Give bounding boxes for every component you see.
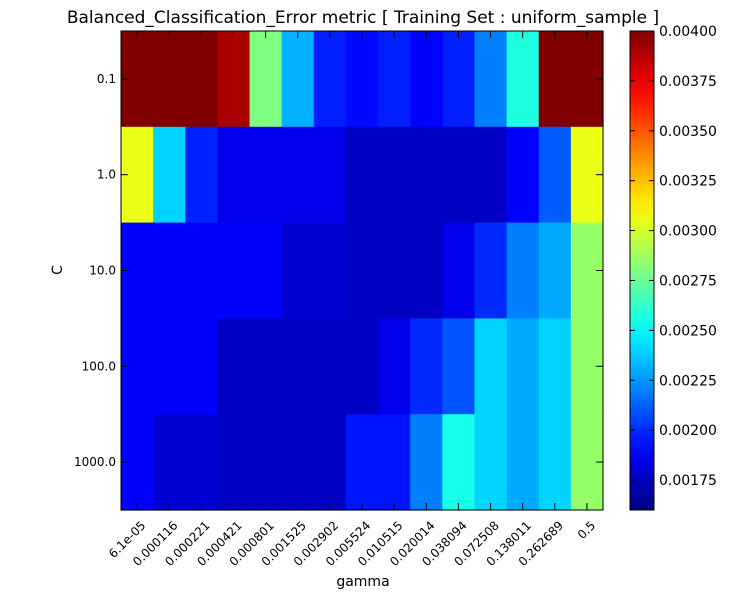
heatmap-cell [474,31,508,128]
colorbar-tick-label: 0.00350 [659,124,717,140]
heatmap-cell [281,31,315,128]
heatmap-cell [506,222,540,319]
heatmap-cell [345,222,379,319]
colorbar-tick-label: 0.00175 [659,473,717,489]
heatmap-cell [185,31,218,128]
heatmap-cell [474,414,508,511]
y-axis-ticks: 0.1 1.0 10.0 100.0 1000.0 [74,72,603,469]
heatmap-cell [474,126,508,224]
colorbar-tick-label: 0.00375 [659,74,717,90]
heatmap-cell [378,414,411,511]
heatmap-cell [249,318,283,415]
heatmap-cell [378,126,411,224]
heatmap-cell [474,222,508,319]
heatmap-cell [506,318,540,415]
y-tick-label: 100.0 [82,359,116,373]
colorbar [629,30,655,511]
heatmap-cell [217,318,251,415]
heatmap-cell [506,126,540,224]
heatmap-cell [281,222,315,319]
colorbar-tick-label: 0.00275 [659,273,717,289]
colorbar-tick-label: 0.00325 [659,174,717,190]
heatmap-cell [410,222,443,319]
heatmap-cell [313,222,347,319]
heatmap-cell [217,414,251,511]
heatmap-cell [153,31,186,128]
heatmap-cell [538,31,572,128]
heatmap-cell [313,31,347,128]
heatmap-cell [442,318,476,415]
heatmap-cell [249,222,283,319]
heatmap-cell [281,318,315,415]
heatmap-cell [410,318,443,415]
colorbar-ticks: 0.00175 0.00200 0.00225 0.00250 0.00275 0.003… [630,24,717,489]
heatmap-cell [538,318,572,415]
x-axis-label: gamma [336,574,389,590]
heatmap-cell [153,414,186,511]
heatmap-cell [153,126,186,224]
heatmap-cell [378,318,411,415]
heatmap-cell [217,31,251,128]
heatmap-cell [217,222,251,319]
heatmap-cell [217,126,251,224]
heatmap-cell [474,318,508,415]
y-tick-label: 0.1 [97,72,116,86]
y-tick-label: 10.0 [89,264,116,278]
heatmap-cell [185,126,218,224]
heatmap-cell [378,31,411,128]
heatmap-cell [281,414,315,511]
colorbar-tick-label: 0.00225 [659,373,717,389]
heatmap-cell [249,414,283,511]
heatmap-cell [442,31,476,128]
heatmap-cell [185,414,218,511]
heatmap-cell [410,414,443,511]
heatmap-cell [281,126,315,224]
heatmap-cell [506,31,540,128]
heatmap-cell [538,126,572,224]
heatmap-cell [538,222,572,319]
heatmap-cell [345,318,379,415]
colorbar-tick-label: 0.00300 [659,224,717,240]
heatmap-cell [313,414,347,511]
heatmap-cell [185,318,218,415]
heatmap-cell [153,318,186,415]
heatmap-cell [410,126,443,224]
colorbar-tick-label: 0.00400 [659,24,717,40]
y-tick-label: 1.0 [97,168,116,182]
colorbar-tick-label: 0.00200 [659,423,717,439]
heatmap-cell [442,126,476,224]
y-axis-label: C [50,265,66,275]
heatmap-cell [185,222,218,319]
colorbar-tick-label: 0.00250 [659,323,717,339]
y-tick-label: 1000.0 [74,455,116,469]
heatmap-cell [249,31,283,128]
x-tick-label: 0.5 [575,518,598,541]
heatmap-cell [249,126,283,224]
heatmap-cell [410,31,443,128]
heatmap-cells [121,31,604,511]
heatmap-cell [506,414,540,511]
heatmap-cell [313,126,347,224]
heatmap-cell [442,414,476,511]
heatmap-cell [442,222,476,319]
heatmap-cell [345,414,379,511]
heatmap-cell [345,126,379,224]
chart-title: Balanced_Classification_Error metric [ T… [67,8,659,28]
heatmap-cell [378,222,411,319]
heatmap-cell [153,222,186,319]
heatmap-cell [538,414,572,511]
heatmap-cell [313,318,347,415]
heatmap-cell [345,31,379,128]
